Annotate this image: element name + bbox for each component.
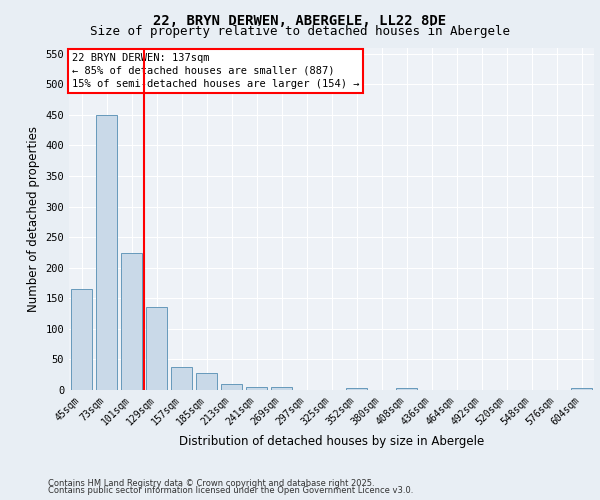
Text: 22, BRYN DERWEN, ABERGELE, LL22 8DE: 22, BRYN DERWEN, ABERGELE, LL22 8DE <box>154 14 446 28</box>
Text: Contains public sector information licensed under the Open Government Licence v3: Contains public sector information licen… <box>48 486 413 495</box>
Bar <box>396 388 417 390</box>
Bar <box>171 367 192 390</box>
Bar <box>196 374 217 390</box>
Bar <box>271 387 292 390</box>
X-axis label: Distribution of detached houses by size in Abergele: Distribution of detached houses by size … <box>179 435 484 448</box>
Bar <box>121 253 142 390</box>
Text: Size of property relative to detached houses in Abergele: Size of property relative to detached ho… <box>90 25 510 38</box>
Bar <box>246 387 267 390</box>
Bar <box>71 289 92 390</box>
Bar <box>221 384 242 390</box>
Bar <box>96 115 117 390</box>
Bar <box>146 308 167 390</box>
Text: Contains HM Land Registry data © Crown copyright and database right 2025.: Contains HM Land Registry data © Crown c… <box>48 478 374 488</box>
Bar <box>346 388 367 390</box>
Bar <box>571 388 592 390</box>
Text: 22 BRYN DERWEN: 137sqm
← 85% of detached houses are smaller (887)
15% of semi-de: 22 BRYN DERWEN: 137sqm ← 85% of detached… <box>71 52 359 89</box>
Y-axis label: Number of detached properties: Number of detached properties <box>27 126 40 312</box>
